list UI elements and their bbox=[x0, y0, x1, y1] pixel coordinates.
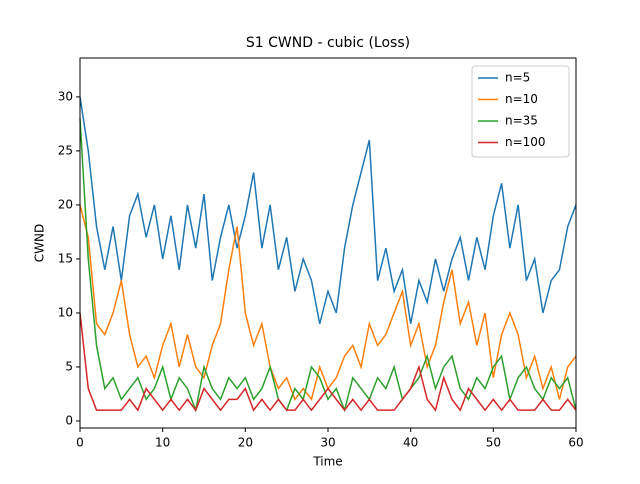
plot-frame bbox=[79, 57, 577, 429]
legend-label: n=10 bbox=[505, 92, 538, 106]
y-tick-label: 25 bbox=[58, 143, 73, 157]
legend-box bbox=[471, 65, 570, 158]
legend-label: n=35 bbox=[505, 114, 538, 128]
y-tick-label: 20 bbox=[58, 197, 73, 211]
x-tick-label: 40 bbox=[403, 436, 418, 450]
x-tick-label: 0 bbox=[76, 436, 84, 450]
y-tick-label: 10 bbox=[58, 305, 73, 319]
chart-title: S1 CWND - cubic (Loss) bbox=[246, 35, 410, 51]
series-line bbox=[79, 312, 577, 412]
series-line bbox=[79, 96, 577, 324]
y-tick-label: 15 bbox=[58, 251, 73, 265]
legend-label: n=5 bbox=[505, 71, 530, 85]
x-tick-label: 20 bbox=[238, 436, 253, 450]
legend-label: n=100 bbox=[505, 135, 546, 149]
series-line bbox=[79, 204, 577, 402]
x-tick-label: 10 bbox=[155, 436, 170, 450]
x-tick-label: 30 bbox=[320, 436, 335, 450]
y-tick-label: 0 bbox=[65, 413, 73, 427]
y-tick-label: 30 bbox=[58, 89, 73, 103]
y-axis-label: CWND bbox=[33, 224, 47, 262]
series-line bbox=[79, 118, 577, 413]
y-tick-label: 5 bbox=[65, 359, 73, 373]
x-tick-label: 60 bbox=[568, 436, 583, 450]
x-axis-label: Time bbox=[312, 455, 342, 469]
x-tick-label: 50 bbox=[486, 436, 501, 450]
